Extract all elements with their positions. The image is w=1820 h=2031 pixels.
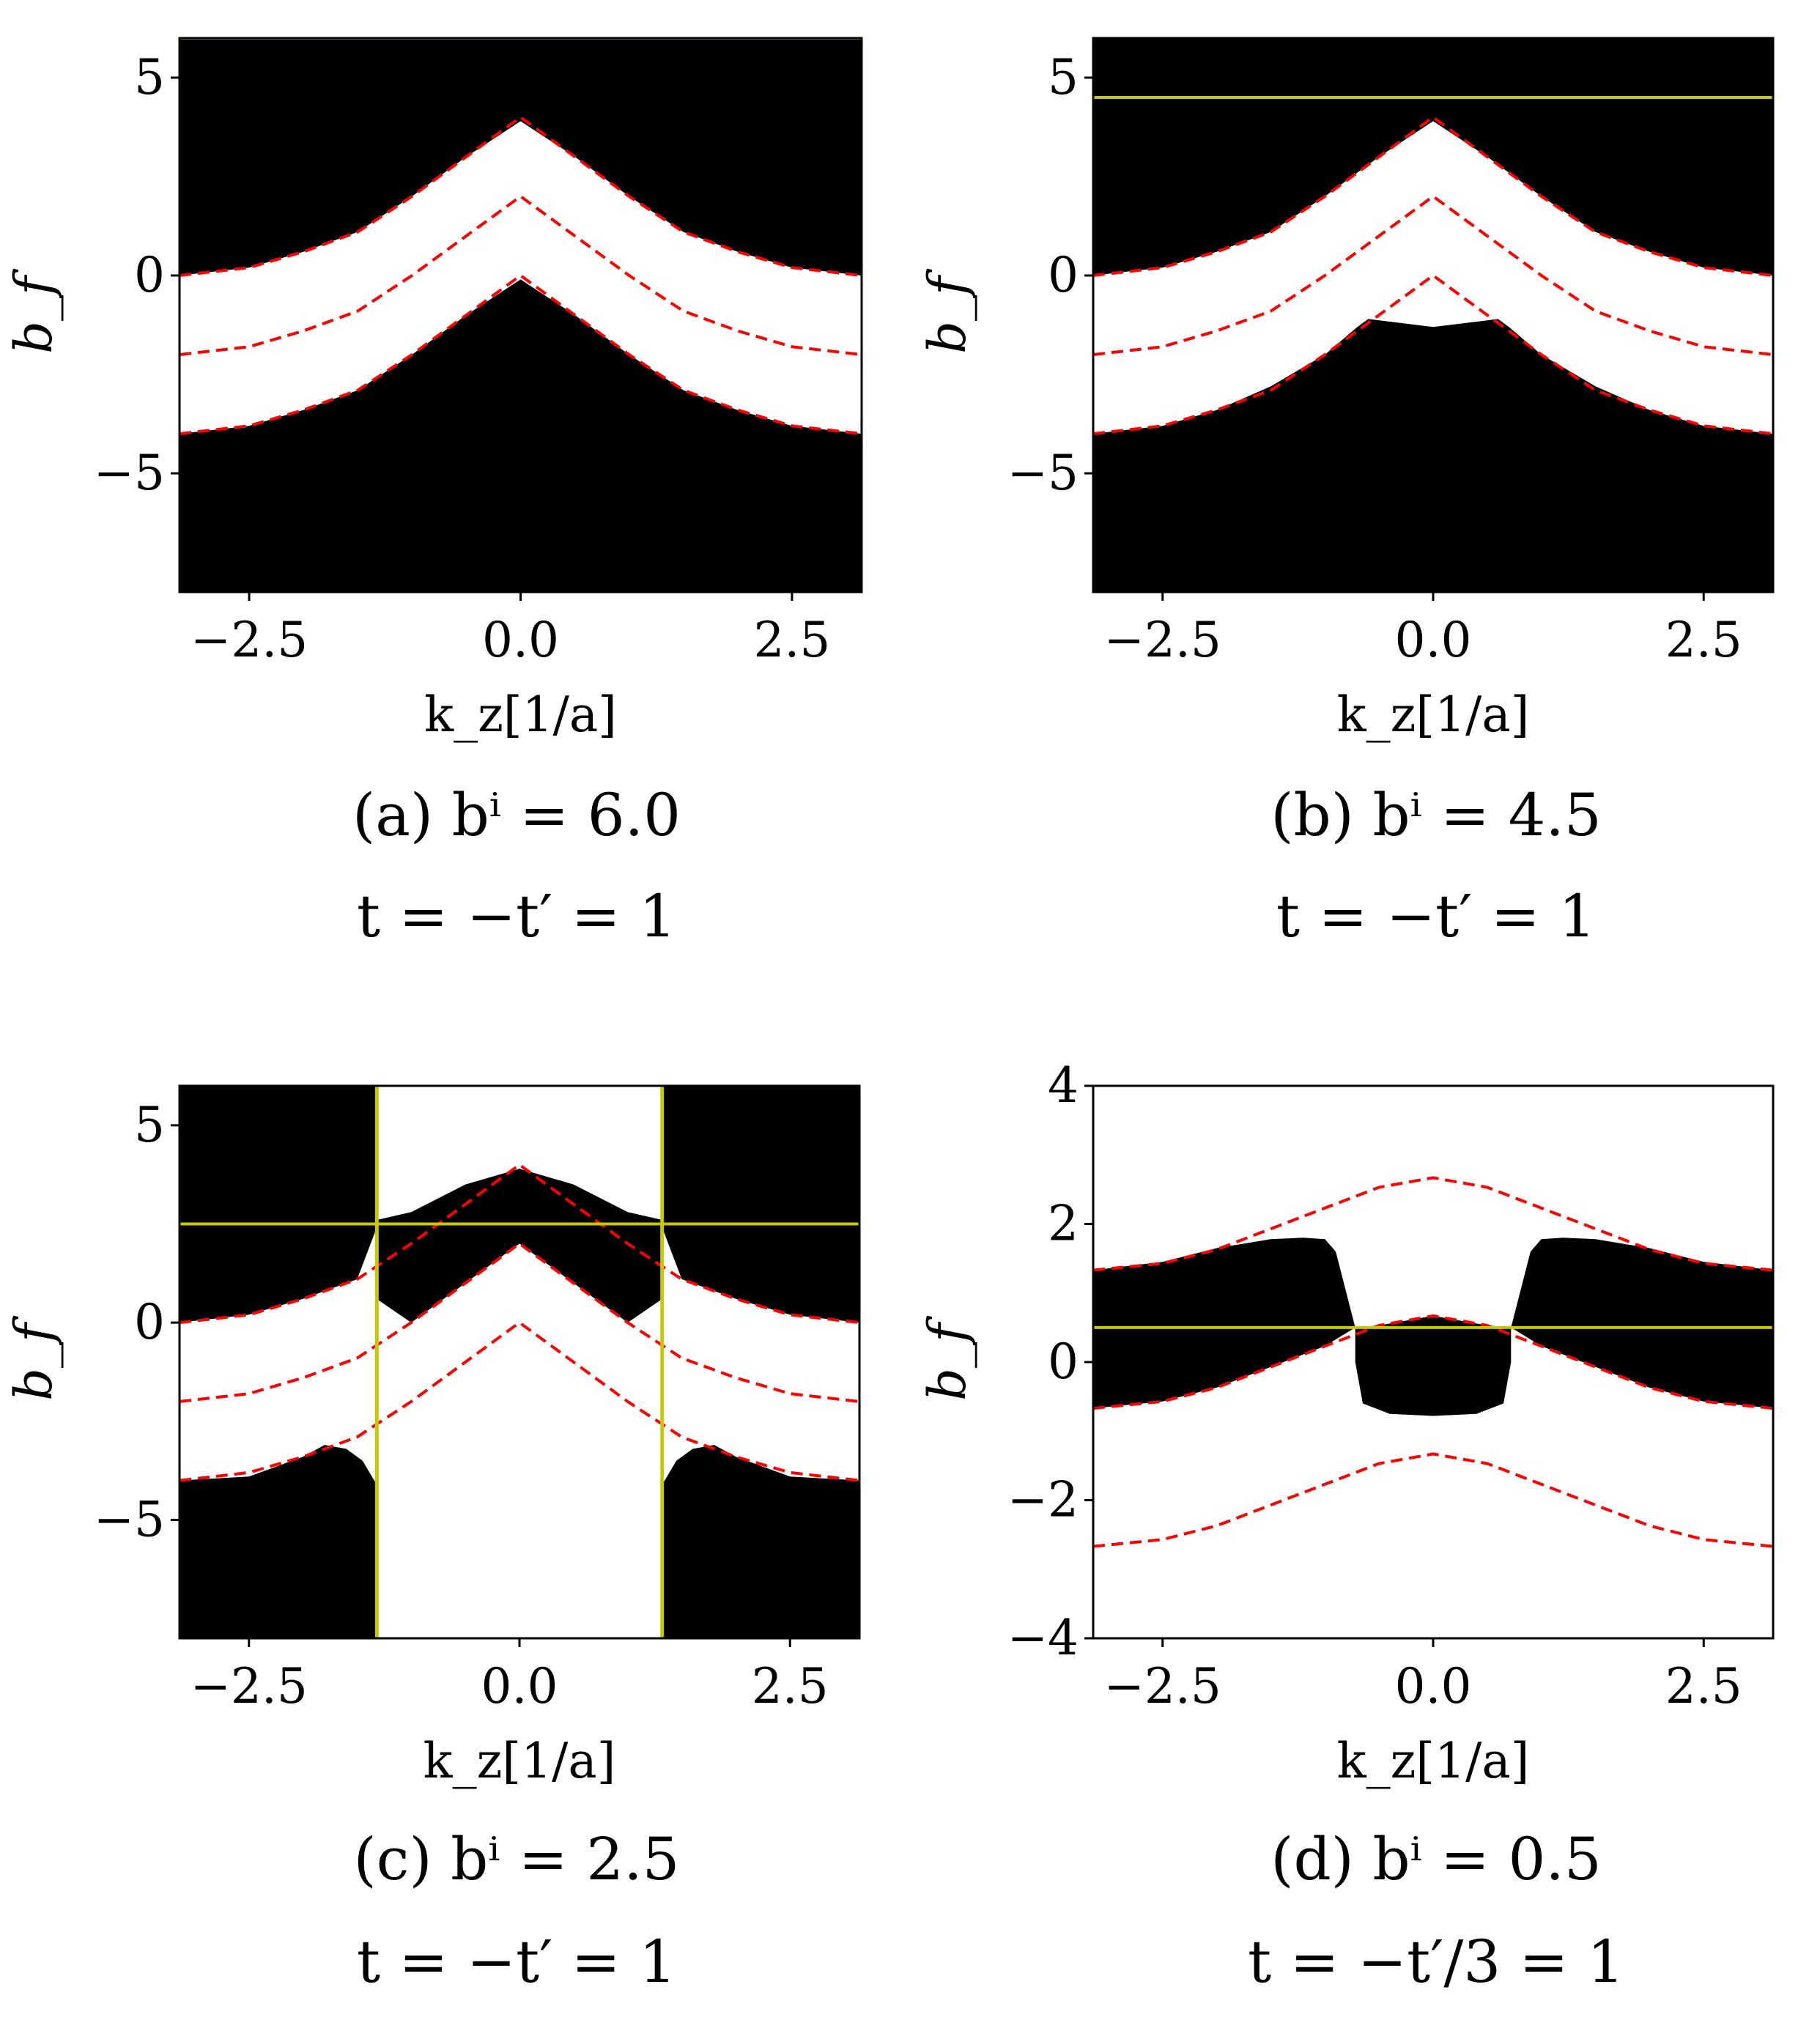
y-tick-label: 0: [1048, 1333, 1079, 1390]
x-tick-label: 2.5: [753, 612, 830, 668]
y-tick-label: 0: [134, 1294, 165, 1350]
x-tick-label: −2.5: [1104, 1658, 1221, 1714]
plot-area: [1093, 1086, 1773, 1638]
y-axis-label: b_f: [4, 268, 64, 354]
y-tick-label: 5: [134, 1097, 165, 1153]
y-axis-label: b_f: [4, 1315, 64, 1401]
x-tick-label: −2.5: [1104, 612, 1221, 668]
guide-curve-2: [1093, 1314, 1773, 1410]
plot-area: [180, 1086, 859, 1638]
x-tick-label: 0.0: [1395, 1658, 1472, 1714]
panel-a: −2.5 0.0 2.5 5 0 −5 k_z[1/a] b_f (a) bⁱ = 6.0 t =…: [4, 37, 863, 950]
y-tick-label: 0: [1048, 247, 1079, 303]
panel-caption-params: t = −t′ = 1: [357, 882, 676, 950]
panel-b: −2.5 0.0 2.5 5 0 −5 k_z[1/a] b_f (b) bⁱ = 4.5 t =…: [917, 37, 1775, 950]
y-tick-label: 2: [1048, 1196, 1079, 1252]
y-axis-label: b_f: [917, 268, 977, 354]
x-axis-label: k_z[1/a]: [1337, 687, 1530, 743]
panel-caption-params: t = −t′ = 1: [357, 1928, 676, 1996]
y-tick-label: 4: [1048, 1057, 1079, 1114]
region-black-lower: [662, 1445, 859, 1638]
panel-caption: (d) bⁱ = 0.5: [1270, 1825, 1601, 1893]
x-axis-label: k_z[1/a]: [1337, 1733, 1530, 1789]
y-tick-label: −4: [1007, 1610, 1079, 1666]
panel-caption-params: t = −t′/3 = 1: [1248, 1928, 1624, 1996]
region-black-lower: [180, 1445, 377, 1638]
x-tick-label: 0.0: [1395, 612, 1472, 668]
region-black-side: [1511, 1238, 1773, 1409]
panel-d: −2.5 0.0 2.5 4 2 0 −2 −4 k_z[1/a] b_f (d) bⁱ = 0.5…: [917, 1057, 1775, 1996]
x-tick-label: 0.0: [482, 612, 559, 668]
guide-curve-1: [1093, 1176, 1773, 1272]
y-axis-label: b_f: [917, 1315, 977, 1401]
x-tick-label: 2.5: [752, 1658, 829, 1714]
y-tick-label: −2: [1007, 1472, 1079, 1528]
x-tick-label: 0.0: [481, 1658, 558, 1714]
guide-curve-3: [1093, 1452, 1773, 1548]
plot-area: [1093, 38, 1773, 592]
panel-caption: (c) bⁱ = 2.5: [353, 1825, 679, 1893]
region-black-upper: [662, 1086, 859, 1323]
region-black-center: [1355, 1315, 1512, 1416]
panel-caption: (a) bⁱ = 6.0: [352, 781, 681, 849]
region-black-center: [377, 1169, 662, 1323]
region-black-upper: [180, 1086, 377, 1323]
y-tick-label: 5: [1048, 49, 1079, 106]
region-white-band: [1093, 121, 1773, 434]
x-tick-label: −2.5: [190, 1658, 308, 1714]
y-tick-label: 5: [134, 49, 165, 106]
y-tick-label: −5: [94, 1491, 165, 1547]
x-tick-label: 2.5: [1665, 612, 1742, 668]
panel-caption: (b) bⁱ = 4.5: [1270, 781, 1601, 849]
x-axis-label: k_z[1/a]: [423, 1733, 616, 1789]
y-tick-label: −5: [1007, 445, 1079, 501]
panel-caption-params: t = −t′ = 1: [1276, 882, 1596, 950]
x-tick-label: 2.5: [1665, 1658, 1742, 1714]
x-tick-label: −2.5: [190, 612, 308, 668]
region-black-side: [1093, 1238, 1355, 1409]
plot-area: [180, 38, 862, 592]
y-tick-label: 0: [134, 247, 165, 303]
x-axis-label: k_z[1/a]: [424, 687, 617, 743]
y-tick-label: −5: [94, 445, 165, 501]
panel-c: −2.5 0.0 2.5 5 0 −5 k_z[1/a] b_f (c) bⁱ = 2.5 t =…: [4, 1084, 861, 1996]
region-white-band: [180, 121, 862, 434]
